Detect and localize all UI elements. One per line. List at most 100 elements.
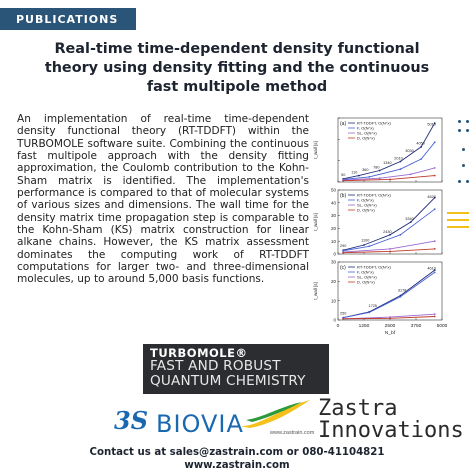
legend-label: F, O(N^x): [357, 126, 374, 131]
series-point: [389, 233, 391, 236]
dot: [466, 129, 469, 132]
website-link[interactable]: www.zastrain.com: [184, 459, 290, 471]
dot: [466, 180, 469, 183]
series-point: [433, 315, 436, 318]
y-tick-label: 0: [333, 318, 336, 323]
series-point: [342, 249, 345, 252]
dot: [462, 164, 465, 167]
series-point: [433, 269, 436, 271]
contact-footer: Contact us at sales@zastrain.com or 080-…: [0, 447, 474, 472]
y-tick-label: 30: [331, 213, 337, 218]
y-axis-label: t_wall [s]: [313, 213, 318, 231]
legend-label: SL, O(N^x): [357, 131, 377, 136]
series-point: [433, 196, 436, 199]
series-point: [389, 178, 391, 181]
legend-label: RT-TDDFT, O(N^x): [357, 265, 391, 270]
series-point: [409, 173, 412, 176]
series-point: [389, 248, 391, 250]
series-point: [368, 311, 371, 314]
x-tick-label: 5000: [437, 323, 448, 329]
data-annotation: 3030: [405, 149, 413, 153]
series-point: [433, 141, 436, 144]
benchmark-figure: (a) t_wall [s] RT-TDDFT, O(N^x) F, O(N^x) SL…: [312, 110, 462, 346]
dot: [466, 120, 469, 123]
series-point: [389, 317, 391, 320]
dot: [458, 129, 461, 132]
title-line: theory using density fitting and the con…: [44, 60, 430, 76]
page-title: Real-time time-dependent density functio…: [0, 40, 474, 97]
series-point: [399, 160, 402, 163]
y-tick-label: 10: [331, 298, 337, 303]
turbomole-tagline: FAST AND ROBUST QUANTUM CHEMISTRY: [150, 359, 306, 389]
abstract-text: An implementation of real-time time-depe…: [17, 113, 309, 286]
y-tick-label: 30: [331, 260, 337, 265]
series-line: [343, 122, 436, 180]
data-annotation: 50: [341, 173, 345, 177]
series-point: [389, 250, 391, 253]
x-tick-label: 2500: [385, 323, 396, 329]
legend-label: RT-TDDFT, O(N^x): [357, 193, 391, 198]
data-annotation: 110: [351, 171, 357, 175]
series-line: [343, 272, 435, 319]
y-tick-label: 50: [331, 188, 337, 193]
series-point: [399, 168, 402, 171]
x-tick-label: 1250: [359, 323, 370, 329]
decorative-bars: [447, 212, 469, 233]
series-point: [433, 248, 436, 250]
data-annotation: 1725: [368, 304, 376, 308]
zastra-logo: Zastra Innovations www.zastrain.com: [236, 398, 468, 452]
turbomole-brand: TURBOMOLE®: [150, 346, 248, 360]
zastra-line: Innovations: [318, 418, 464, 443]
series-point: [433, 174, 436, 177]
data-annotation: 4620: [427, 195, 435, 199]
decorative-dots: [458, 120, 470, 190]
series-point: [409, 221, 412, 223]
dot: [458, 120, 461, 123]
series-point: [363, 244, 365, 246]
legend-label: D, O(N^x): [357, 280, 375, 285]
biovia-logo: 3S BIOVIA: [114, 404, 243, 440]
series-point: [368, 176, 371, 178]
contact-line: Contact us at sales@zastrain.com or 080-…: [89, 447, 385, 458]
panel-label: (a): [340, 121, 346, 127]
x-tick-label: 0: [337, 323, 340, 329]
series-point: [433, 313, 436, 316]
series-point: [399, 295, 402, 298]
series-point: [420, 145, 423, 148]
plot-frame: [337, 261, 443, 321]
y-tick-label: 10: [331, 239, 337, 244]
series-point: [399, 233, 402, 236]
panel-label: (b): [340, 193, 346, 199]
x-axis-label: N_bf: [385, 330, 396, 336]
dot: [462, 148, 465, 151]
legend-label: SL, O(N^x): [357, 203, 377, 208]
benchmark-figure-svg: (a)t_wall [s]RT-TDDFT, O(N^x)F, O(N^x)SL…: [313, 117, 448, 336]
series-point: [433, 271, 436, 274]
biovia-wordmark: BIOVIA: [156, 410, 244, 438]
data-annotation: 4050: [416, 141, 424, 145]
y-axis-label: t_wall [s]: [313, 282, 318, 300]
x-tick-label: 3750: [411, 323, 422, 329]
series-point: [433, 122, 436, 124]
series-point: [433, 240, 436, 243]
series-line: [343, 208, 435, 252]
series-point: [378, 169, 381, 172]
title-line: fast multipole method: [146, 79, 328, 95]
data-annotation: 3340: [405, 217, 413, 221]
zastra-wordmark: Zastra Innovations: [318, 398, 464, 442]
data-annotation: 3178: [398, 288, 406, 292]
series-point: [342, 251, 345, 254]
series-point: [433, 208, 436, 211]
data-annotation: 250: [340, 312, 346, 316]
series-point: [420, 158, 423, 160]
y-tick-label: 20: [331, 226, 337, 231]
legend-label: SL, O(N^x): [357, 275, 377, 280]
data-annotation: 1340: [383, 161, 391, 165]
zastra-line: Zastra: [318, 396, 398, 421]
panel-label: (c): [340, 265, 346, 271]
data-annotation: 780: [373, 165, 379, 169]
legend-label: D, O(N^x): [357, 136, 375, 141]
biovia-mark: 3S: [114, 406, 149, 435]
y-tick-label: 20: [331, 279, 337, 284]
series-line: [343, 167, 435, 181]
